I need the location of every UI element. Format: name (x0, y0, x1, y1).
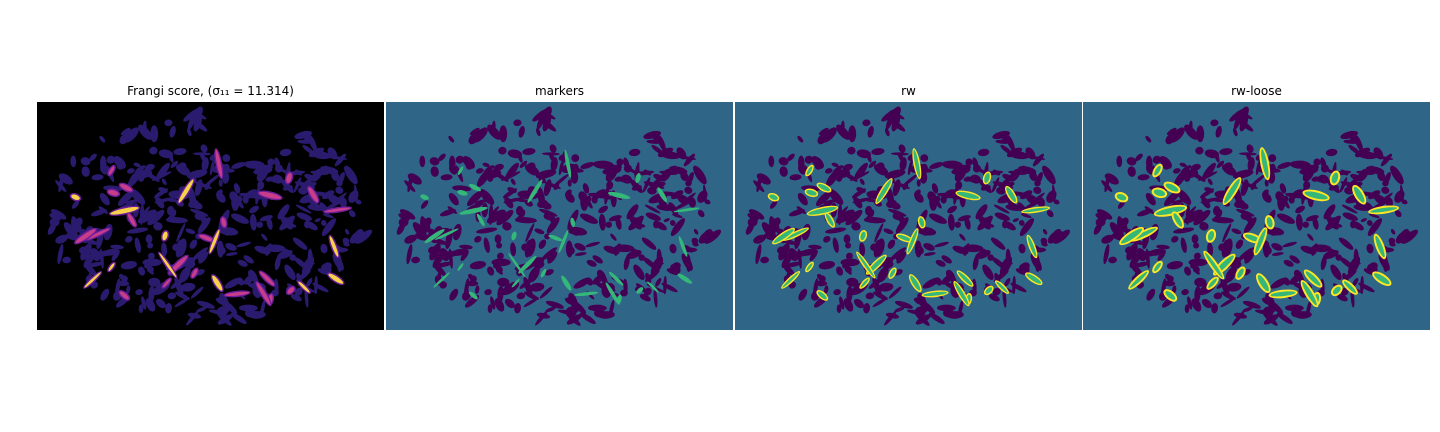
panel-title-frangi: Frangi score, (σ₁₁ = 11.314) (37, 84, 384, 98)
rw-loose-canvas (1083, 102, 1430, 330)
rw-loose-segments (1114, 147, 1400, 308)
panel-title-rw: rw (901, 84, 916, 98)
rw-loose-image (1083, 102, 1430, 330)
markers-image (386, 102, 733, 330)
panel-title-markers: markers (534, 84, 585, 98)
rw-canvas (735, 102, 1082, 330)
rw-segments (767, 148, 1051, 307)
frangi-score-image (37, 102, 384, 330)
frangi-title-math: (σ₁₁ = 11.314) (207, 84, 294, 98)
markers-canvas (386, 102, 733, 330)
rw-image (735, 102, 1082, 330)
panel-title-rw-loose: rw-loose (1231, 84, 1282, 98)
frangi-title-text: Frangi score, (127, 84, 208, 98)
tissue-texture (396, 106, 722, 326)
frangi-score-canvas (37, 102, 384, 330)
vessel-highlights (69, 148, 353, 307)
marker-regions (420, 149, 700, 305)
tissue-texture (47, 106, 373, 326)
